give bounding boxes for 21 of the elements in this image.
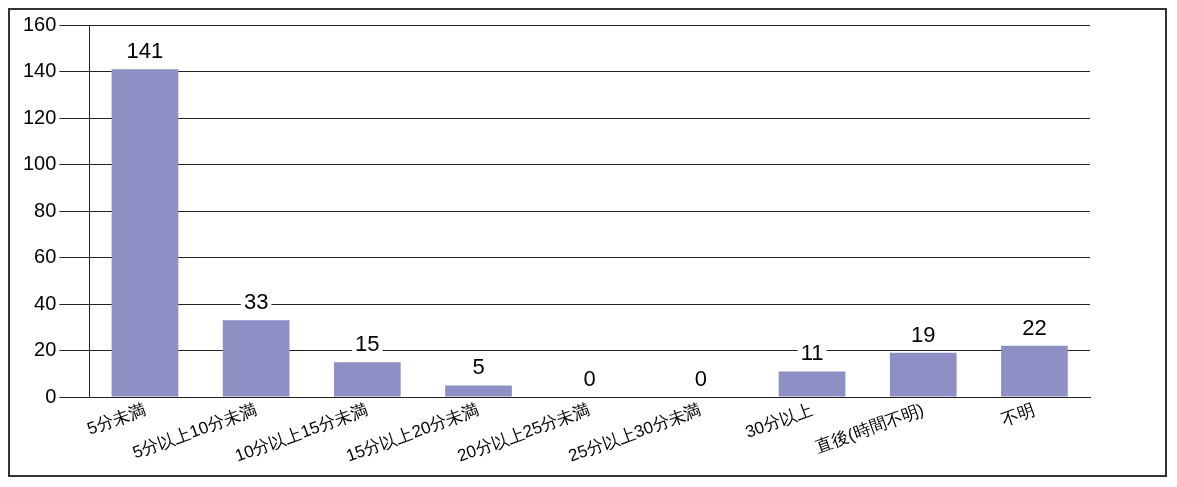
data-label: 11 — [800, 340, 824, 366]
data-label: 0 — [583, 366, 596, 392]
y-tick-label: 0 — [45, 384, 57, 407]
y-tick-label: 160 — [22, 12, 57, 35]
data-label: 141 — [126, 38, 164, 64]
data-label: 0 — [694, 366, 707, 392]
y-tick-label: 100 — [22, 152, 57, 175]
x-tick-label: 直後(時間不明) — [813, 399, 927, 457]
data-label: 5 — [472, 354, 485, 380]
y-tick-label: 80 — [34, 198, 57, 221]
data-label: 15 — [355, 331, 380, 357]
x-tick-label: 不明 — [998, 399, 1038, 430]
data-label: 22 — [1022, 314, 1047, 340]
y-tick-label: 60 — [34, 245, 57, 268]
y-tick-label: 20 — [34, 338, 57, 361]
x-tick-label: 5分未満 — [84, 399, 148, 439]
data-label: 19 — [910, 321, 936, 347]
y-tick-label: 140 — [22, 59, 57, 82]
data-label: 33 — [243, 289, 269, 315]
y-tick-label: 120 — [22, 105, 57, 128]
y-tick-label: 40 — [34, 291, 57, 314]
